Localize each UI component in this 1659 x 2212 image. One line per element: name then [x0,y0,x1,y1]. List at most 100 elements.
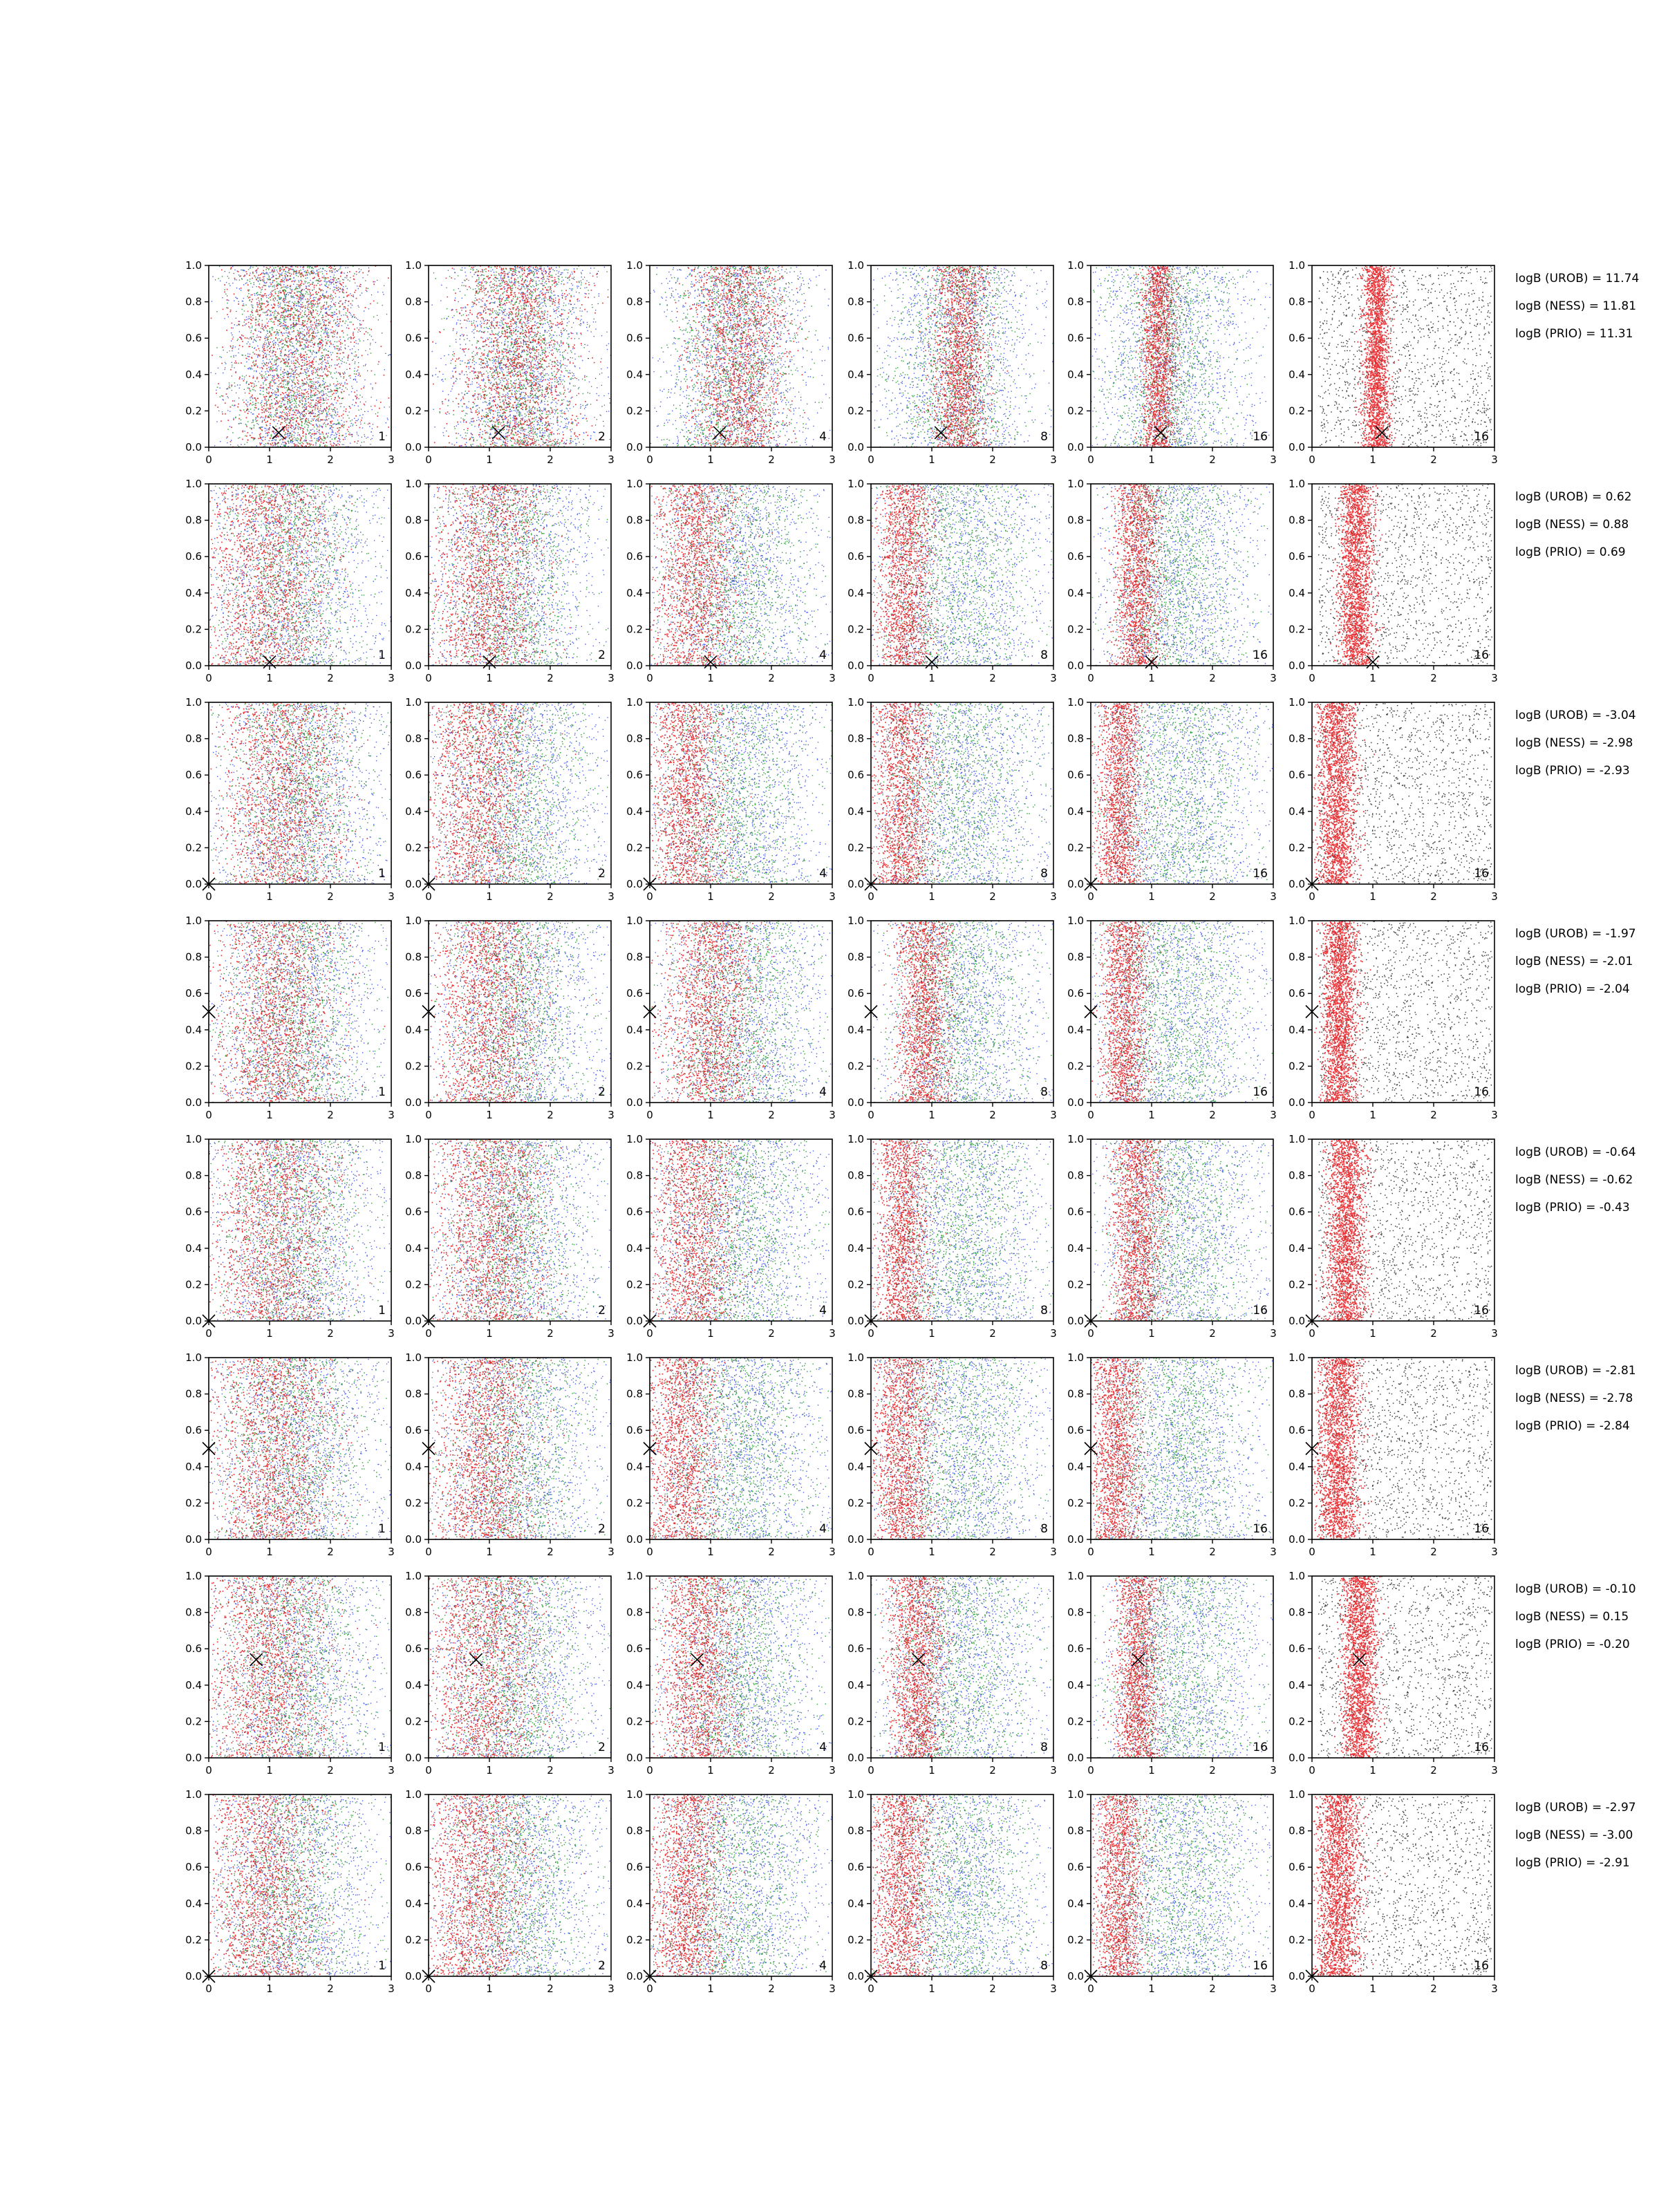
x-tick-label: 2 [768,1983,775,1995]
point-cloud [1318,265,1492,449]
y-tick-label: 0.4 [185,1679,202,1691]
true-value-marker [912,1653,925,1666]
panel-label: 1 [378,430,386,444]
x-tick-label: 3 [1491,890,1498,903]
bayes-factor-label: logB (PRIO) = -2.91 [1515,1856,1630,1870]
y-tick-label: 1.0 [185,915,202,927]
scatter-panel-r3-c6: 0 1 2 30.00.20.40.60.81.016 [1288,696,1498,903]
axes-frame [1312,1576,1494,1758]
x-tick-label: 2 [327,1109,334,1121]
y-tick-label: 0.2 [185,1715,202,1727]
y-tick-label: 1.0 [847,1351,864,1364]
bayes-factor-label: logB (UROB) = 0.62 [1515,490,1631,504]
y-tick-label: 0.4 [847,1024,864,1036]
y-tick-label: 0.8 [847,733,864,745]
x-tick-label: 3 [1270,672,1277,684]
bayes-factor-label: logB (PRIO) = -2.04 [1515,982,1630,996]
x-tick-label: 3 [1050,1327,1057,1340]
x-tick-label: 3 [829,890,836,903]
y-tick-label: 0.8 [185,1388,202,1400]
y-tick-label: 0.0 [1067,1970,1084,1983]
y-tick-label: 1.0 [1288,478,1305,490]
x-tick-label: 0 [646,672,653,684]
scatter-points [650,921,833,1104]
scatter-points [871,702,1054,885]
scatter-panel-r5-c5: 0 1 2 30.00.20.40.60.81.016 [1067,1133,1277,1340]
x-tick-label: 1 [1369,1327,1376,1340]
panel-row-7: 0 1 2 30.00.20.40.60.81.010 1 2 30.00.20.40.60… [185,1570,1635,1777]
y-tick-label: 0.8 [405,733,422,745]
y-tick-label: 0.8 [185,733,202,745]
y-tick-label: 0.0 [626,1533,643,1546]
x-tick-label: 1 [266,1546,273,1558]
bayes-factor-label: logB (NESS) = -2.78 [1515,1391,1633,1405]
bayes-factor-label: logB (NESS) = 0.88 [1515,518,1629,532]
panel-label: 2 [598,1741,606,1754]
y-tick-label: 0.8 [626,296,643,308]
panel-row-1: 0 1 2 30.00.20.40.60.81.010 1 2 30.00.20.40.60… [185,259,1639,466]
x-tick-label: 3 [388,1109,395,1121]
y-tick-label: 0.0 [1288,1752,1305,1764]
y-tick-label: 0.4 [405,368,422,381]
x-tick-label: 1 [1148,1546,1155,1558]
y-tick-label: 0.2 [405,1278,422,1291]
scatter-points [209,484,392,667]
bayes-factor-label: logB (UROB) = -0.10 [1515,1582,1636,1596]
point-cloud [209,485,386,667]
axes-frame [1312,1794,1494,1976]
x-tick-label: 1 [1148,890,1155,903]
y-tick-label: 0.8 [185,1170,202,1182]
x-tick-label: 0 [205,672,212,684]
scatter-panel-r3-c3: 0 1 2 30.00.20.40.60.81.04 [626,696,836,903]
scatter-points [1318,1576,1492,1759]
y-tick-label: 0.8 [1067,1170,1084,1182]
y-tick-label: 0.6 [1288,769,1305,781]
y-tick-label: 0.0 [185,1096,202,1109]
y-tick-label: 0.0 [405,441,422,453]
scatter-panel-r8-c2: 0 1 2 30.00.20.40.60.81.02 [405,1788,615,1995]
y-tick-label: 1.0 [1067,259,1084,272]
y-tick-label: 1.0 [185,259,202,272]
x-tick-label: 1 [266,890,273,903]
y-tick-label: 0.2 [1288,623,1305,635]
y-tick-label: 0.0 [626,1096,643,1109]
x-tick-label: 3 [829,1546,836,1558]
y-tick-label: 0.2 [1288,1933,1305,1946]
x-tick-label: 0 [1087,1983,1094,1995]
point-cloud [209,921,392,1103]
x-tick-label: 1 [707,890,714,903]
y-tick-label: 0.4 [847,1242,864,1255]
y-tick-label: 0.8 [1067,733,1084,745]
y-tick-label: 0.4 [1288,587,1305,599]
y-tick-label: 0.8 [1067,1606,1084,1619]
x-tick-label: 3 [388,1546,395,1558]
scatter-panel-r2-c6: 0 1 2 30.00.20.40.60.81.016 [1288,478,1498,684]
y-tick-label: 0.2 [1067,1933,1084,1946]
y-tick-label: 0.4 [847,587,864,599]
scatter-points [1312,702,1492,885]
y-tick-label: 0.8 [626,1388,643,1400]
x-tick-label: 2 [1430,890,1437,903]
axes-frame [429,702,611,884]
y-tick-label: 0.2 [1067,623,1084,635]
scatter-points [1092,484,1272,667]
y-tick-label: 0.6 [847,769,864,781]
x-tick-label: 3 [388,453,395,466]
x-tick-label: 0 [646,1327,653,1340]
point-cloud [650,485,773,667]
y-tick-label: 0.8 [1067,296,1084,308]
x-tick-label: 3 [1491,1327,1498,1340]
point-cloud [1107,485,1184,666]
axes-frame [871,921,1053,1103]
y-tick-label: 0.2 [1067,1715,1084,1727]
scatter-panel-r4-c4: 0 1 2 30.00.20.40.60.81.08 [847,915,1057,1121]
x-tick-label: 0 [1087,453,1094,466]
x-tick-label: 1 [1148,1327,1155,1340]
y-tick-label: 0.2 [626,623,643,635]
y-tick-label: 0.6 [847,1424,864,1436]
x-tick-label: 2 [1209,1546,1216,1558]
y-tick-label: 0.2 [1288,404,1305,417]
x-tick-label: 1 [486,1983,493,1995]
y-tick-label: 0.4 [1067,1679,1084,1691]
point-cloud [1091,1358,1273,1540]
